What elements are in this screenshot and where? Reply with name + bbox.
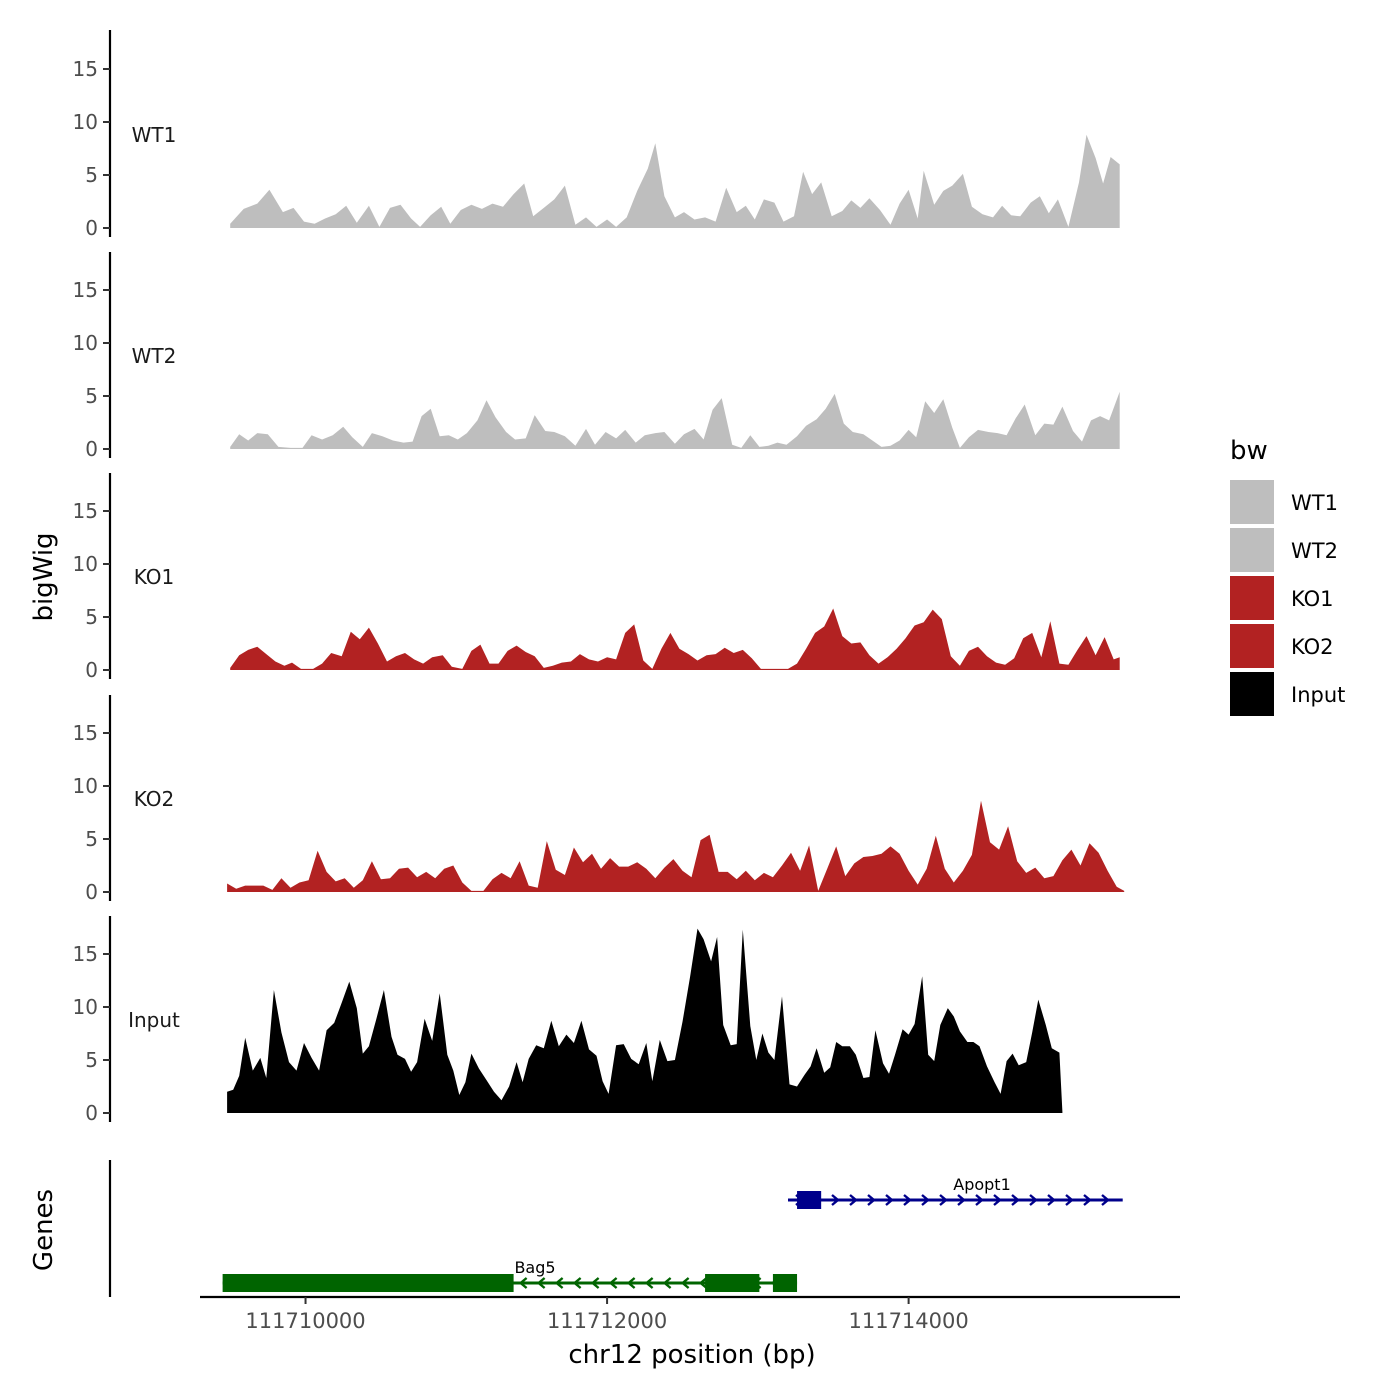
y-tick-label: 10 xyxy=(73,110,98,134)
legend-label: KO2 xyxy=(1291,635,1334,659)
track-wt2: 0 5 10 15 WT2 xyxy=(73,252,1120,461)
strand-arrow xyxy=(662,1277,672,1289)
x-tick-label: 111712000 xyxy=(547,1309,667,1333)
y-tick-label: 5 xyxy=(85,1048,98,1072)
strand-arrow xyxy=(993,1194,1002,1206)
y-tick-label: 10 xyxy=(73,774,98,798)
gene-apopt1: Apopt1 xyxy=(788,1175,1123,1209)
legend-swatch xyxy=(1230,624,1274,668)
genes-axis-title: Genes xyxy=(29,1189,59,1271)
x-tick-label: 111714000 xyxy=(848,1309,968,1333)
legend-label: WT2 xyxy=(1291,539,1338,563)
strand-arrow xyxy=(536,1277,546,1289)
legend: bw WT1 WT2 KO1 KO2 Input xyxy=(1230,436,1345,716)
strand-arrow xyxy=(831,1194,840,1206)
strand-arrow xyxy=(626,1277,636,1289)
strand-arrow xyxy=(1101,1194,1110,1206)
legend-swatch xyxy=(1230,528,1274,572)
y-tick-label: 5 xyxy=(85,384,98,408)
x-tick-label: 111710000 xyxy=(245,1309,365,1333)
y-tick-label: 0 xyxy=(85,216,98,240)
strand-arrow xyxy=(903,1194,912,1206)
strand-arrow xyxy=(1047,1194,1056,1206)
strand-arrow xyxy=(1083,1194,1092,1206)
strand-arrow xyxy=(1065,1194,1074,1206)
y-tick-label: 15 xyxy=(73,721,98,745)
y-tick-label: 5 xyxy=(85,163,98,187)
y-tick-label: 0 xyxy=(85,658,98,682)
coverage-area-wt2 xyxy=(230,391,1120,449)
track-input: 0 5 10 15 Input xyxy=(73,916,1063,1125)
coverage-area-wt1 xyxy=(230,134,1120,228)
coverage-area-ko1 xyxy=(230,608,1120,670)
track-label: KO1 xyxy=(134,565,175,589)
strand-arrow xyxy=(518,1277,528,1289)
x-axis-title: chr12 position (bp) xyxy=(568,1340,815,1370)
strand-arrow xyxy=(608,1277,618,1289)
strand-arrow xyxy=(975,1194,984,1206)
coverage-area-ko2 xyxy=(227,800,1125,892)
gene-bag5: Bag5 xyxy=(222,1258,798,1292)
track-label: Input xyxy=(128,1008,180,1032)
y-tick-label: 15 xyxy=(73,499,98,523)
strand-arrow xyxy=(1011,1194,1020,1206)
track-label: KO2 xyxy=(134,787,175,811)
gene-label: Apopt1 xyxy=(953,1175,1011,1194)
y-axis-title: bigWig xyxy=(29,532,59,621)
y-tick-label: 10 xyxy=(73,552,98,576)
y-tick-label: 5 xyxy=(85,605,98,629)
track-wt1: 0 5 10 15 WT1 xyxy=(73,30,1120,240)
y-tick-label: 5 xyxy=(85,827,98,851)
y-tick-label: 15 xyxy=(73,942,98,966)
strand-arrow xyxy=(849,1194,858,1206)
track-label: WT2 xyxy=(132,344,177,368)
legend-title: bw xyxy=(1230,436,1268,466)
y-tick-label: 10 xyxy=(73,995,98,1019)
strand-arrow xyxy=(698,1277,708,1289)
legend-item-wt1: WT1 xyxy=(1230,480,1338,524)
coverage-area-input xyxy=(227,928,1063,1113)
gene-label: Bag5 xyxy=(514,1258,555,1277)
y-tick-label: 15 xyxy=(73,278,98,302)
legend-label: Input xyxy=(1291,683,1345,707)
y-tick-label: 0 xyxy=(85,880,98,904)
legend-item-input: Input xyxy=(1230,672,1345,716)
x-axis: 111710000 111712000 111714000 xyxy=(200,1295,1180,1333)
gene-track: Bag5 Apopt1 xyxy=(108,1160,1123,1297)
strand-arrow xyxy=(957,1194,966,1206)
strand-arrow xyxy=(572,1277,582,1289)
y-tick-label: 0 xyxy=(85,1101,98,1125)
strand-arrow xyxy=(885,1194,894,1206)
strand-arrow xyxy=(867,1194,876,1206)
y-tick-label: 0 xyxy=(85,437,98,461)
gene-exon xyxy=(772,1274,798,1292)
legend-item-ko2: KO2 xyxy=(1230,624,1334,668)
strand-arrow xyxy=(680,1277,690,1289)
strand-arrow xyxy=(921,1194,930,1206)
y-tick-label: 15 xyxy=(73,57,98,81)
strand-arrow xyxy=(1029,1194,1038,1206)
strand-arrow xyxy=(554,1277,564,1289)
legend-label: KO1 xyxy=(1291,587,1334,611)
coverage-tracks: 0 5 10 15 WT1 0 5 10 15 WT2 0 5 10 15 KO1 0 5 10 15 KO2 0 5 10… xyxy=(73,30,1125,1125)
legend-swatch xyxy=(1230,480,1274,524)
gene-exon xyxy=(797,1191,822,1209)
legend-swatch xyxy=(1230,672,1274,716)
gene-exon xyxy=(222,1274,514,1292)
strand-arrow xyxy=(939,1194,948,1206)
legend-swatch xyxy=(1230,576,1274,620)
gene-exon xyxy=(705,1274,760,1292)
legend-item-wt2: WT2 xyxy=(1230,528,1338,572)
strand-arrow xyxy=(644,1277,654,1289)
legend-label: WT1 xyxy=(1291,491,1338,515)
legend-item-ko1: KO1 xyxy=(1230,576,1334,620)
track-ko2: 0 5 10 15 KO2 xyxy=(73,695,1125,904)
strand-arrow xyxy=(590,1277,600,1289)
track-ko1: 0 5 10 15 KO1 xyxy=(73,473,1120,682)
y-tick-label: 10 xyxy=(73,331,98,355)
track-label: WT1 xyxy=(132,123,177,147)
